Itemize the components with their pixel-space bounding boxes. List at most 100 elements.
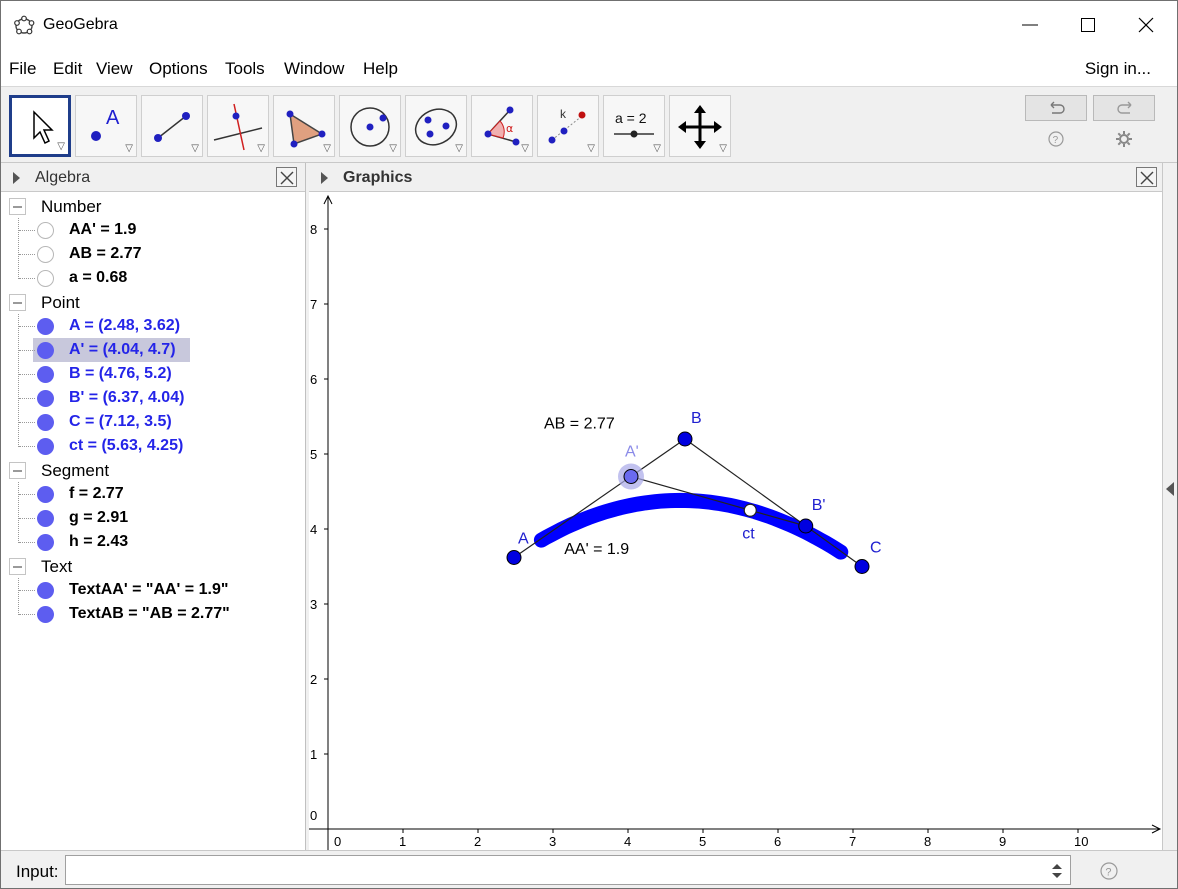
visibility-toggle-icon[interactable] [37,438,54,455]
undo-button[interactable] [1025,95,1087,121]
point-a[interactable] [506,550,522,565]
point-b-prime[interactable] [798,518,814,534]
expand-triangle-icon[interactable] [13,172,20,184]
visibility-toggle-icon[interactable] [37,486,54,503]
list-item-selected[interactable]: A' = (4.04, 4.7) [1,338,305,362]
visibility-toggle-icon[interactable] [37,222,54,239]
maximize-button[interactable] [1059,1,1117,49]
input-help-icon[interactable]: ? [1099,861,1119,881]
input-field[interactable] [65,855,1071,885]
x-tick-label: 2 [474,834,481,849]
list-item[interactable]: B' = (6.37, 4.04) [1,386,305,410]
close-algebra-button[interactable] [276,167,297,187]
line-tool-button[interactable]: ▽ [141,95,203,157]
menu-window[interactable]: Window [284,59,345,78]
graphics-canvas[interactable]: 0 1 2 3 4 5 6 7 8 9 10 0 1 2 3 4 5 6 7 8 A A' B B' Cct AB = 2.7… [309,192,1162,850]
close-button[interactable] [1117,1,1175,49]
object-definition: g = 2.91 [69,509,129,526]
visibility-toggle-icon[interactable] [37,390,54,407]
right-panel-toggle[interactable] [1162,163,1177,850]
visibility-toggle-icon[interactable] [37,342,54,359]
visibility-toggle-icon[interactable] [37,318,54,335]
list-item[interactable]: A = (2.48, 3.62) [1,314,305,338]
menu-edit[interactable]: Edit [53,59,83,78]
slider-tool-button[interactable]: a = 2 ▽ [603,95,665,157]
collapse-icon[interactable] [9,462,26,479]
point-a-prime[interactable] [623,469,639,484]
circle-icon [350,107,390,147]
text-aa[interactable]: AA' = 1.9 [564,541,629,558]
object-definition: ct = (5.63, 4.25) [69,437,184,454]
expand-triangle-icon[interactable] [321,172,328,184]
point-label: B [691,410,702,427]
list-item[interactable]: a = 0.68 [1,266,305,290]
visibility-toggle-icon[interactable] [37,246,54,263]
tree-guide [19,446,35,447]
group-label: Number [41,197,102,216]
group-segment[interactable]: Segment [1,458,305,482]
object-definition: A' = (4.04, 4.7) [69,341,176,358]
visibility-toggle-icon[interactable] [37,534,54,551]
list-item[interactable]: AA' = 1.9 [1,218,305,242]
history-arrows-icon[interactable] [1051,863,1063,879]
list-item[interactable]: AB = 2.77 [1,242,305,266]
menu-file[interactable]: File [9,59,37,78]
redo-icon [1117,101,1132,114]
help-icon[interactable]: ? [1046,129,1066,149]
move-graphics-tool-button[interactable]: ▽ [669,95,731,157]
segments [513,438,863,567]
sign-in-link[interactable]: Sign in... [1084,59,1151,78]
close-graphics-button[interactable] [1136,167,1157,187]
geogebra-logo-icon [14,15,35,35]
collapse-icon[interactable] [9,558,26,575]
perpendicular-line-tool-button[interactable]: ▽ [207,95,269,157]
move-tool-button[interactable]: ▽ [9,95,71,157]
list-item[interactable]: g = 2.91 [1,506,305,530]
toolbar: ▽ A ▽ ▽ ▽ [1,87,1177,163]
point-label: ct [742,525,755,542]
circle-tool-button[interactable]: ▽ [339,95,401,157]
group-number[interactable]: Number [1,194,305,218]
visibility-toggle-icon[interactable] [37,366,54,383]
gear-icon[interactable] [1114,129,1134,149]
redo-button[interactable] [1093,95,1155,121]
visibility-toggle-icon[interactable] [37,606,54,623]
point-tool-button[interactable]: A ▽ [75,95,137,157]
point-ct[interactable] [743,503,757,517]
segment-a-prime-b-prime[interactable] [630,475,806,527]
point-c[interactable] [854,559,870,574]
polygon-tool-button[interactable]: ▽ [273,95,335,157]
menu-tools[interactable]: Tools [225,59,265,78]
menu-help[interactable]: Help [363,59,398,78]
list-item[interactable]: h = 2.43 [1,530,305,554]
dropdown-triangle-icon: ▽ [653,143,661,154]
list-item[interactable]: f = 2.77 [1,482,305,506]
visibility-toggle-icon[interactable] [37,414,54,431]
dropdown-triangle-icon: ▽ [719,143,727,154]
ellipse-icon [414,108,458,146]
point-b[interactable] [677,431,693,447]
list-item[interactable]: C = (7.12, 3.5) [1,410,305,434]
segment-bc[interactable] [684,438,863,567]
list-item[interactable]: TextAA' = "AA' = 1.9" [1,578,305,602]
list-item[interactable]: TextAB = "AB = 2.77" [1,602,305,626]
visibility-toggle-icon[interactable] [37,510,54,527]
menu-options[interactable]: Options [149,59,208,78]
visibility-toggle-icon[interactable] [37,582,54,599]
segment-ab[interactable] [513,438,686,558]
group-text[interactable]: Text [1,554,305,578]
reflect-tool-button[interactable]: k ▽ [537,95,599,157]
collapse-icon[interactable] [9,198,26,215]
list-item[interactable]: B = (4.76, 5.2) [1,362,305,386]
text-ab[interactable]: AB = 2.77 [544,416,615,433]
group-point[interactable]: Point [1,290,305,314]
visibility-toggle-icon[interactable] [37,270,54,287]
list-item[interactable]: ct = (5.63, 4.25) [1,434,305,458]
tool-point-label: A [106,107,120,129]
minimize-button[interactable] [1001,1,1059,49]
menu-view[interactable]: View [96,59,133,78]
conic-tool-button[interactable]: ▽ [405,95,467,157]
collapse-icon[interactable] [9,294,26,311]
angle-tool-button[interactable]: α ▽ [471,95,533,157]
